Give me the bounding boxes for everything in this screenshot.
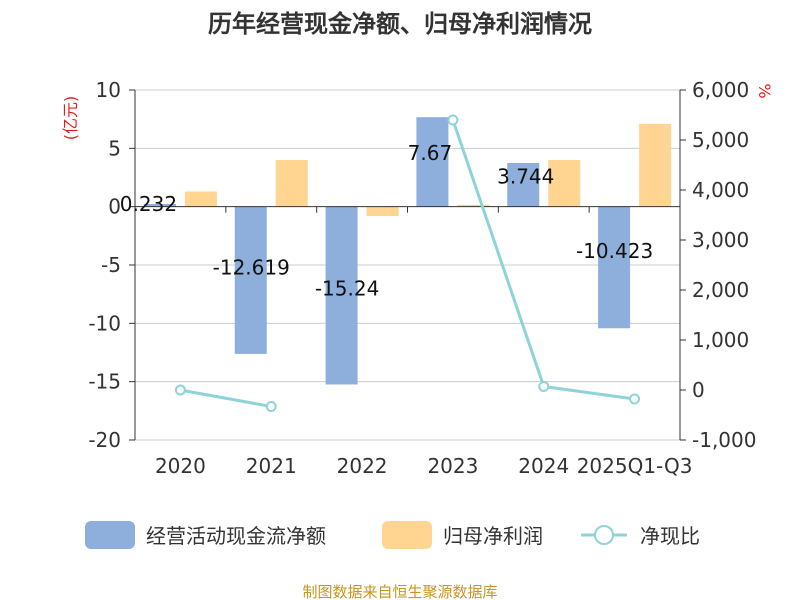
axes-layer: 10 5 0 -5 -10 -15 -20 6,000 5,000 4,000 3,000 2,000… bbox=[88, 78, 756, 478]
net-profit-bar bbox=[275, 160, 308, 207]
right-axis-tick-label: -1,000 bbox=[692, 428, 756, 452]
data-source-note: 制图数据来自恒生聚源数据库 bbox=[302, 583, 497, 600]
legend-label-cash-flow: 经营活动现金流净额 bbox=[146, 524, 326, 548]
right-axis-tick-label: 2,000 bbox=[692, 278, 749, 302]
cash-flow-bar bbox=[598, 206, 631, 329]
cash-flow-data-label: -15.24 bbox=[315, 276, 379, 300]
right-axis-tick-label: 5,000 bbox=[692, 128, 749, 152]
category-label: 2022 bbox=[337, 454, 388, 478]
bars-layer bbox=[143, 117, 672, 385]
net-profit-bar bbox=[548, 160, 581, 207]
ratio-line-layer bbox=[174, 114, 641, 412]
legend-label-ratio: 净现比 bbox=[640, 524, 700, 548]
cash-flow-data-label: -12.619 bbox=[213, 255, 290, 279]
left-axis-unit: (亿元) bbox=[61, 96, 80, 141]
cash-flow-data-label: 7.67 bbox=[408, 141, 453, 165]
legend: 经营活动现金流净额 归母净利润 净现比 bbox=[85, 521, 700, 549]
cash-flow-bar bbox=[325, 206, 358, 385]
left-axis-tick-label: -10 bbox=[88, 311, 121, 335]
net-profit-bar bbox=[457, 204, 490, 207]
cash-flow-data-label: 0.232 bbox=[120, 192, 177, 216]
net-profit-bar bbox=[366, 206, 399, 216]
ratio-point bbox=[538, 381, 550, 392]
category-label: 2023 bbox=[427, 454, 478, 478]
category-label: 2025Q1-Q3 bbox=[577, 454, 693, 478]
right-axis-tick-label: 6,000 bbox=[692, 78, 749, 102]
right-axis-tick-label: 3,000 bbox=[692, 228, 749, 252]
data-labels-layer: 0.232 -12.619 -15.24 7.67 3.744 -10.423 bbox=[120, 141, 653, 300]
grid-lines bbox=[135, 89, 680, 441]
net-profit-bar bbox=[184, 191, 217, 207]
legend-label-net-profit: 归母净利润 bbox=[443, 524, 543, 548]
left-axis-tick-label: 0 bbox=[108, 195, 121, 219]
cash-flow-data-label: 3.744 bbox=[497, 164, 554, 188]
chart-title: 历年经营现金净额、归母净利润情况 bbox=[208, 10, 592, 38]
legend-swatch-cash-flow bbox=[85, 521, 135, 549]
category-label: 2020 bbox=[155, 454, 206, 478]
net-profit-bar bbox=[639, 123, 672, 207]
right-axis-tick-label: 0 bbox=[692, 378, 705, 402]
category-label: 2024 bbox=[518, 454, 569, 478]
left-axis-tick-label: -15 bbox=[88, 370, 121, 394]
left-axis-tick-label: -20 bbox=[88, 428, 121, 452]
ratio-line-segment bbox=[543, 385, 635, 401]
category-label: 2021 bbox=[246, 454, 297, 478]
legend-swatch-net-profit bbox=[382, 521, 432, 549]
cash-flow-bar bbox=[416, 117, 449, 207]
ratio-point bbox=[174, 384, 186, 396]
ratio-point bbox=[265, 401, 277, 412]
left-axis-tick-label: -5 bbox=[101, 253, 121, 277]
ratio-point bbox=[447, 114, 459, 126]
legend-swatch-ratio-marker bbox=[594, 525, 614, 545]
cash-flow-bar bbox=[143, 203, 176, 207]
left-axis-tick-label: 10 bbox=[96, 78, 121, 102]
ratio-line-segment bbox=[451, 119, 546, 387]
ratio-point bbox=[629, 393, 641, 405]
cash-flow-bar bbox=[234, 206, 267, 354]
cash-flow-bar bbox=[507, 162, 540, 207]
right-axis-tick-label: 1,000 bbox=[692, 328, 749, 352]
left-axis-tick-label: 5 bbox=[108, 136, 121, 160]
right-axis-unit: % bbox=[755, 83, 774, 98]
right-axis-tick-label: 4,000 bbox=[692, 178, 749, 202]
cash-flow-data-label: -10.423 bbox=[576, 239, 653, 263]
ratio-line-segment bbox=[180, 388, 272, 408]
